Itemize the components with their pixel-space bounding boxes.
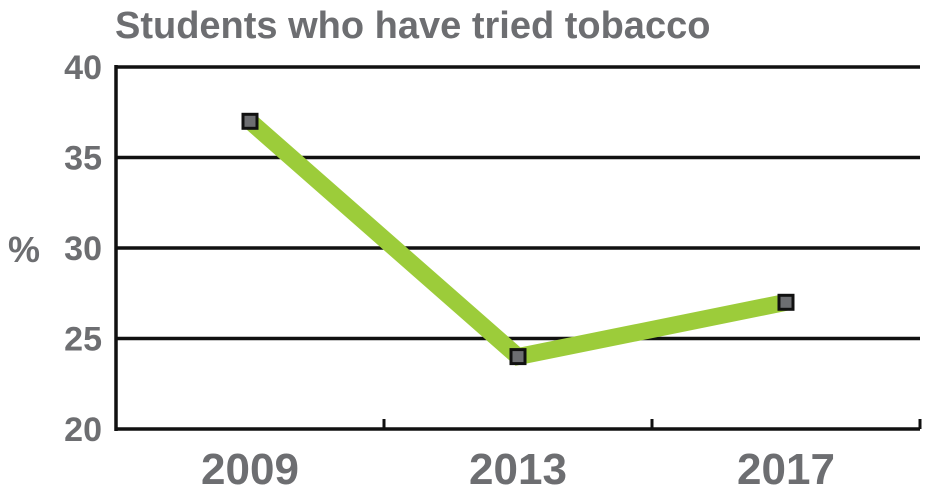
y-tick-label-20: 20 — [64, 411, 102, 449]
chart-title: Students who have tried tobacco — [115, 5, 710, 47]
y-axis-label: % — [8, 229, 40, 270]
x-tick-labels: 2009 2013 2017 — [201, 445, 835, 494]
y-tick-label-30: 30 — [64, 230, 102, 268]
y-tick-labels: 20 25 30 35 40 — [64, 49, 102, 449]
x-tick-label-2017: 2017 — [737, 445, 835, 494]
data-point-2017 — [777, 293, 795, 311]
axes — [114, 65, 922, 431]
y-tick-label-35: 35 — [64, 140, 102, 178]
y-tick-label-25: 25 — [64, 321, 102, 359]
y-tick-label-40: 40 — [64, 49, 102, 87]
x-tick-label-2009: 2009 — [201, 445, 299, 494]
data-markers — [241, 112, 795, 366]
data-point-2013 — [509, 348, 527, 366]
x-tick-label-2013: 2013 — [469, 445, 567, 494]
data-point-2009 — [241, 112, 259, 130]
gridlines — [116, 65, 920, 341]
